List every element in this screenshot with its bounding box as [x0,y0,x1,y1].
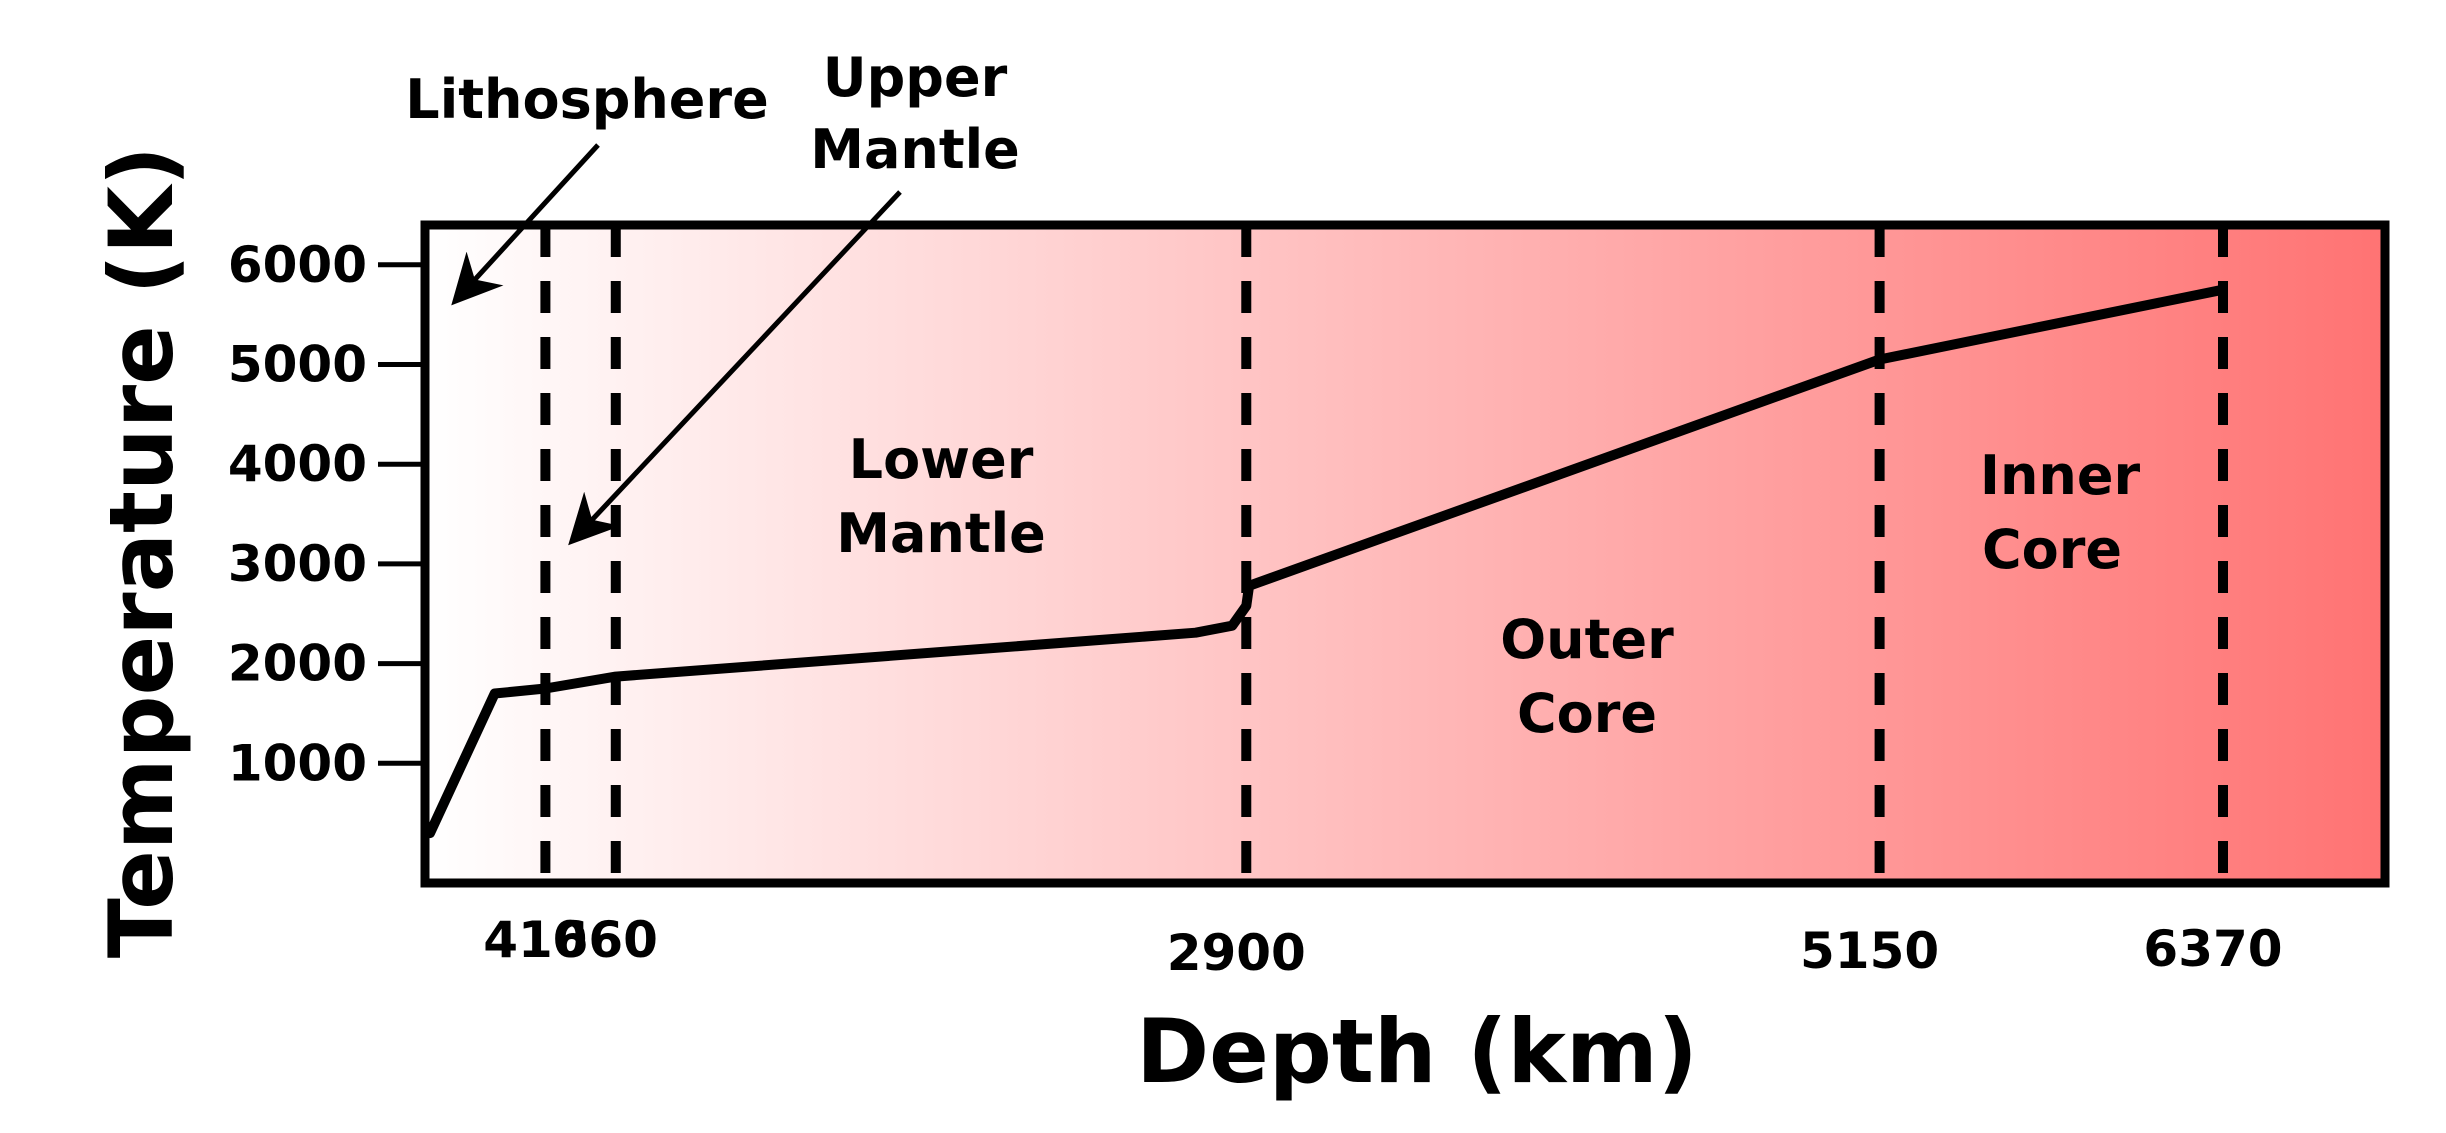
x-tick-label-660: 660 [554,911,658,969]
region-label-upper-mantle: Upper [823,46,1008,109]
y-tick-label-5000: 5000 [228,336,367,394]
y-tick-label-1000: 1000 [228,734,367,792]
y-axis-ticks: 1000 2000 3000 4000 5000 6000 [228,236,421,792]
region-label-outer-core: Outer [1500,608,1674,671]
y-tick-label-3000: 3000 [228,535,367,593]
region-label-inner-core: Inner [1980,444,2141,507]
y-tick-label-4000: 4000 [228,435,367,493]
y-tick-label-2000: 2000 [228,635,367,693]
region-label-lithosphere: Lithosphere [405,68,768,131]
temperature-profile-line [425,284,2228,839]
plot-background [425,225,2385,883]
x-tick-label-2900: 2900 [1167,924,1306,982]
x-tick-label-6370: 6370 [2143,920,2282,978]
region-label-upper-mantle-2: Mantle [810,118,1020,181]
region-label-lower-mantle: Lower [849,428,1034,491]
region-label-inner-core-2: Core [1982,518,2122,581]
x-axis-title: Depth (km) [1136,1000,1698,1103]
region-label-lower-mantle-2: Mantle [836,502,1046,565]
upper-mantle-arrow [568,190,902,546]
y-tick-label-6000: 6000 [228,236,367,294]
y-axis-title: Temperature (K) [90,146,193,958]
x-tick-label-5150: 5150 [1800,922,1939,980]
plot-frame [420,220,2390,888]
region-label-outer-core-2: Core [1517,682,1657,745]
x-tick-label-410: 410 [483,911,587,969]
lithosphere-arrow [451,143,600,306]
